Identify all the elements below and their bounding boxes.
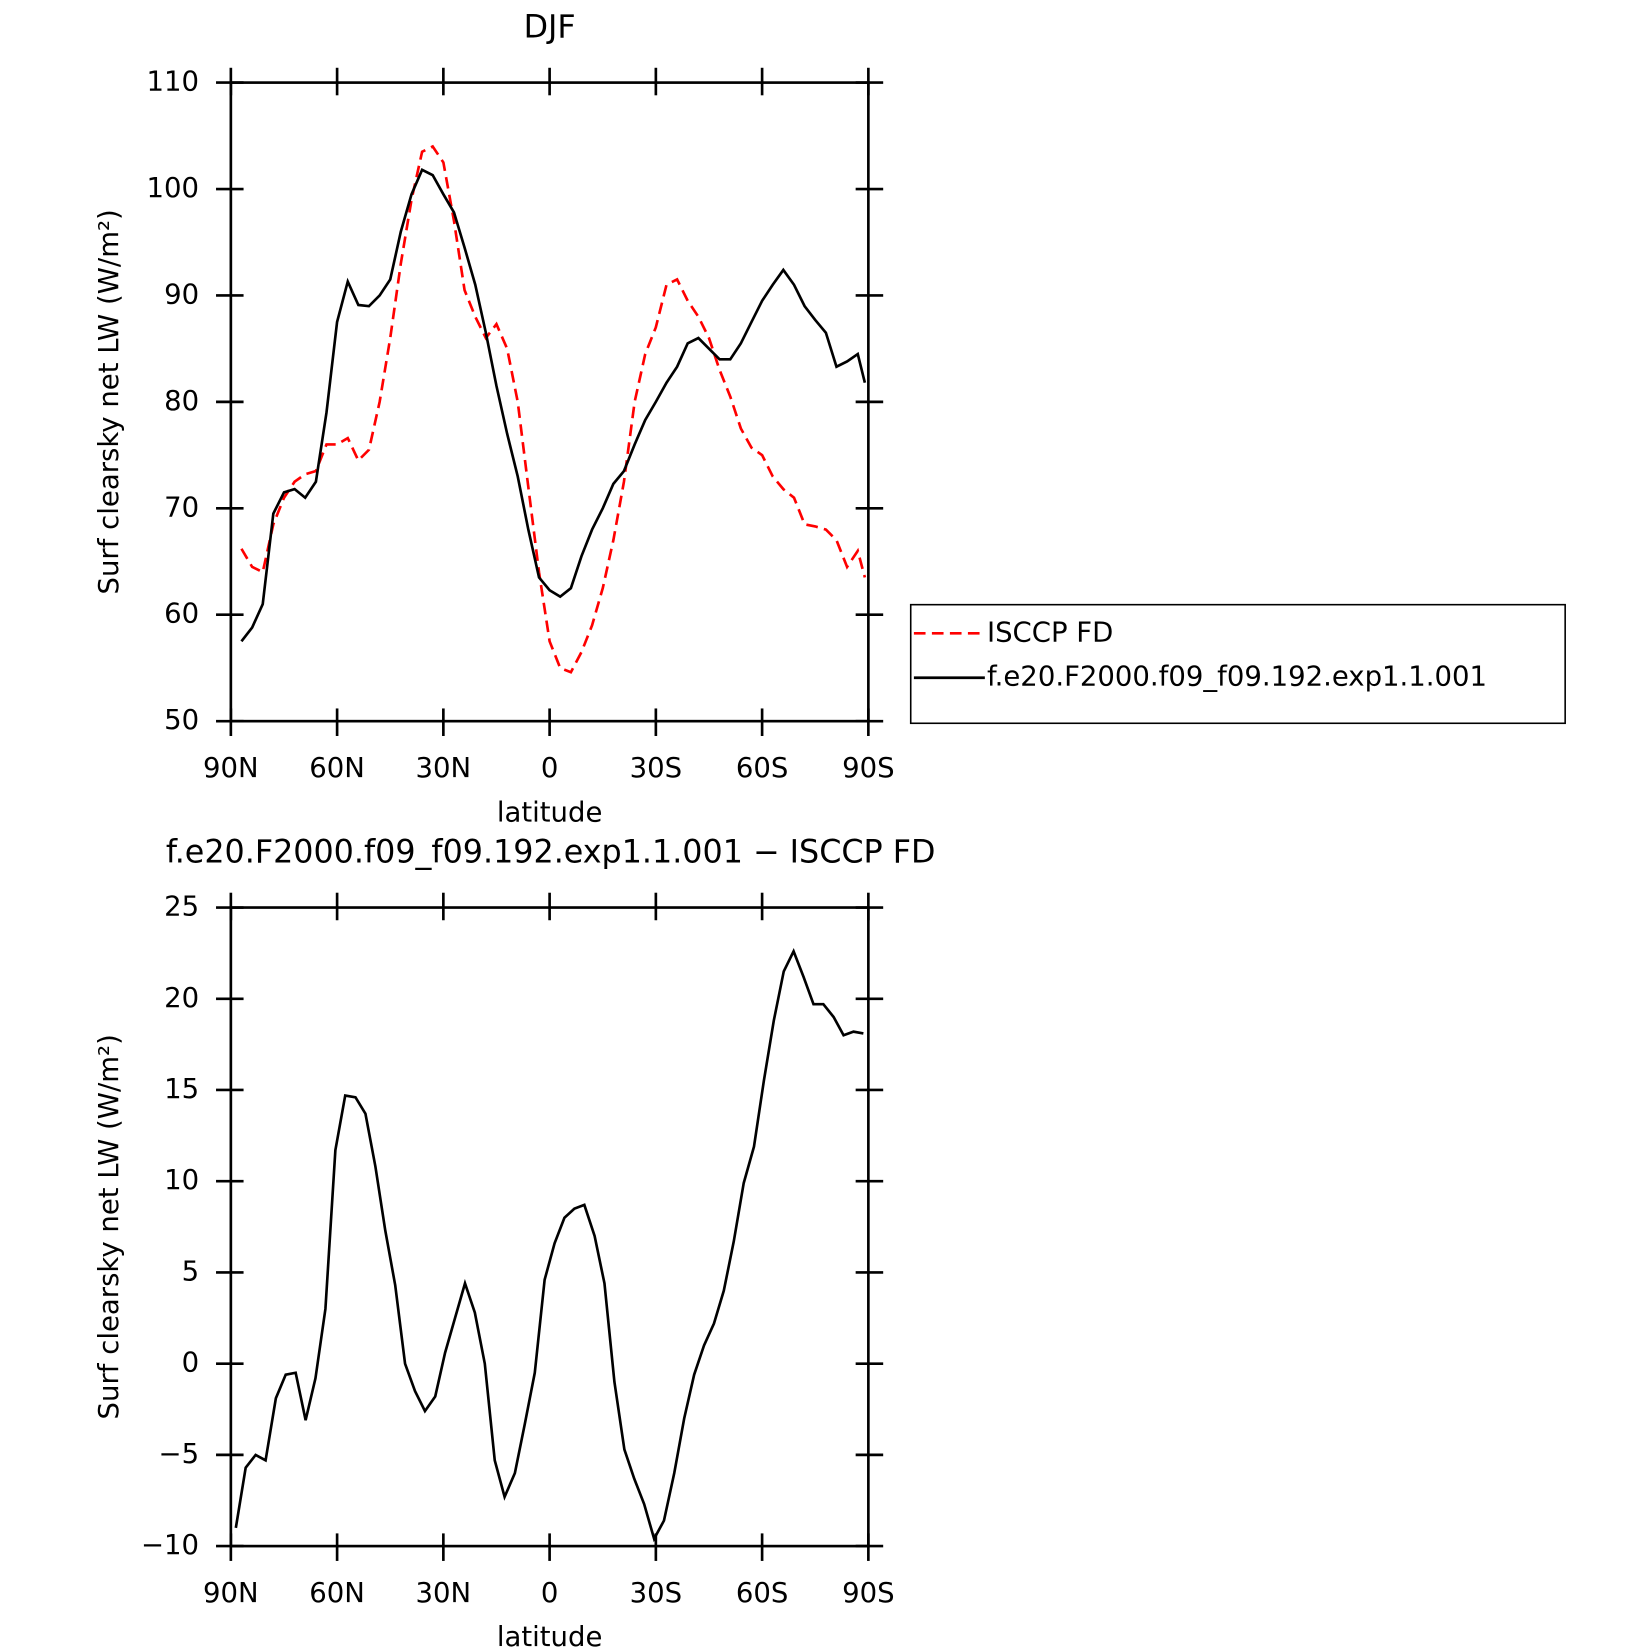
x-tick-label: 30S: [630, 752, 682, 784]
x-axis-label: latitude: [497, 1621, 603, 1652]
y-tick-label: 0: [182, 1347, 200, 1379]
y-tick-label: 25: [164, 891, 199, 923]
y-tick-label: 50: [164, 704, 199, 736]
y-tick-label: 110: [147, 66, 200, 98]
x-tick-label: 30S: [630, 1577, 682, 1609]
y-tick-label: 100: [147, 172, 200, 204]
x-tick-label: 60N: [309, 1577, 365, 1609]
x-tick-label: 90N: [203, 752, 259, 784]
y-tick-label: 70: [164, 491, 199, 523]
x-tick-label: 90S: [842, 752, 894, 784]
legend-label: f.e20.F2000.f09_f09.192.exp1.1.001: [987, 661, 1487, 693]
legend-box: [909, 603, 1566, 725]
chart-title: DJF: [524, 10, 576, 46]
x-tick-label: 60S: [736, 1577, 788, 1609]
y-tick-label: −5: [159, 1438, 200, 1470]
y-tick-label: 20: [164, 982, 199, 1014]
chart-title: f.e20.F2000.f09_f09.192.exp1.1.001 − ISC…: [166, 835, 936, 871]
y-tick-label: 80: [164, 385, 199, 417]
y-tick-label: 90: [164, 278, 199, 310]
series-line: [240, 144, 867, 674]
x-tick-label: 90S: [842, 1577, 894, 1609]
y-tick-label: 5: [182, 1255, 200, 1287]
series-line: [240, 168, 867, 643]
x-tick-label: 60N: [309, 752, 365, 784]
x-axis-label: latitude: [497, 796, 603, 828]
x-tick-label: 60S: [736, 752, 788, 784]
y-tick-label: 60: [164, 598, 199, 630]
y-axis-label: Surf clearsky net LW (W/m²): [93, 1034, 125, 1419]
x-tick-label: 0: [541, 752, 559, 784]
x-tick-label: 30N: [416, 752, 472, 784]
y-tick-label: 15: [164, 1073, 199, 1105]
legend-label: ISCCP FD: [987, 616, 1113, 648]
plot-frame: [229, 81, 870, 723]
y-tick-label: 10: [164, 1164, 199, 1196]
x-tick-label: 0: [541, 1577, 559, 1609]
y-axis-label: Surf clearsky net LW (W/m²): [93, 209, 125, 594]
plot-frame: [229, 906, 870, 1548]
x-tick-label: 90N: [203, 1577, 259, 1609]
x-tick-label: 30N: [416, 1577, 472, 1609]
y-tick-label: −10: [141, 1529, 199, 1561]
series-line: [234, 947, 864, 1543]
